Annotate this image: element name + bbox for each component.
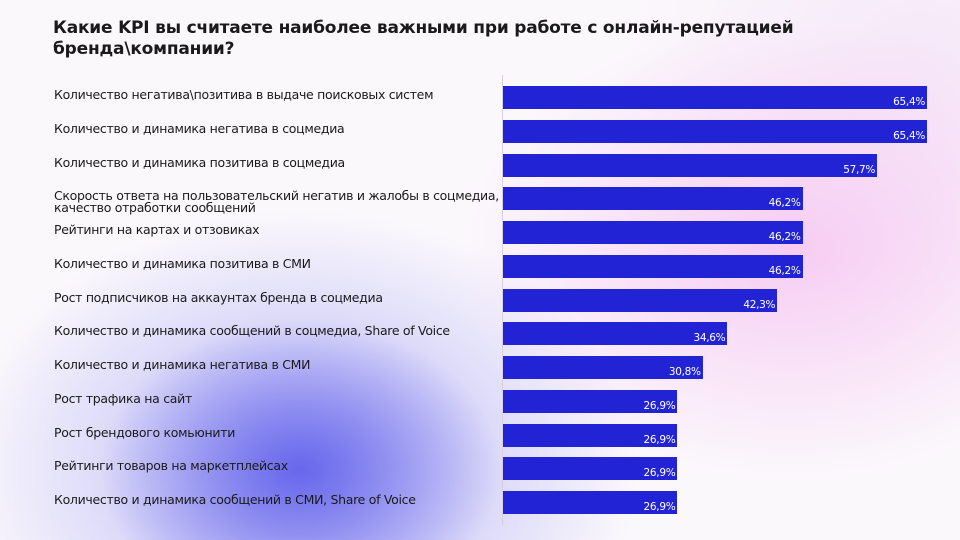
bar [503,356,703,379]
category-label: Рейтинги на картах и отзовиках [54,222,260,237]
bar [503,255,803,278]
category-label: Рост трафика на сайт [54,391,192,406]
category-label: Рост подписчиков на аккаунтах бренда в с… [54,290,383,305]
category-label: Рост брендового комьюнити [54,425,236,440]
value-label: 34,6% [693,332,726,344]
bar [503,221,803,244]
value-label: 42,3% [743,299,776,311]
category-label: Количество и динамика сообщений в соцмед… [54,323,450,338]
category-label: Количество и динамика негатива в соцмеди… [54,121,345,136]
value-label: 46,2% [768,265,801,277]
bar [503,86,927,109]
category-label: Количество и динамика негатива в СМИ [54,357,311,372]
category-label: Количество и динамика позитива в СМИ [54,256,311,271]
value-label: 30,8% [668,366,701,378]
value-label: 26,9% [643,400,676,412]
value-label: 57,7% [843,164,876,176]
category-label: Рейтинги товаров на маркетплейсах [54,458,288,473]
bar [503,289,778,312]
bar [503,491,678,514]
value-label: 65,4% [893,130,925,142]
value-label: 26,9% [643,467,676,479]
category-label: Количество и динамика сообщений в СМИ, S… [54,492,416,507]
bar [503,457,678,480]
bar [503,424,678,447]
bar [503,120,927,143]
category-label: Количество и динамика позитива в соцмеди… [54,155,345,170]
value-label: 26,9% [643,501,676,513]
chart-title: Какие KPI вы считаете наиболее важными п… [53,18,794,59]
bar [503,390,678,413]
value-label: 26,9% [643,434,676,446]
value-label: 65,4% [893,96,925,108]
category-label: Количество негатива\позитива в выдаче по… [54,87,434,102]
bar [503,187,803,210]
bar [503,154,878,177]
bar [503,322,728,345]
category-axis-line [502,75,503,525]
value-label: 46,2% [768,231,801,243]
category-label: Скорость ответа на пользовательский нега… [54,188,499,215]
value-label: 46,2% [768,197,801,209]
